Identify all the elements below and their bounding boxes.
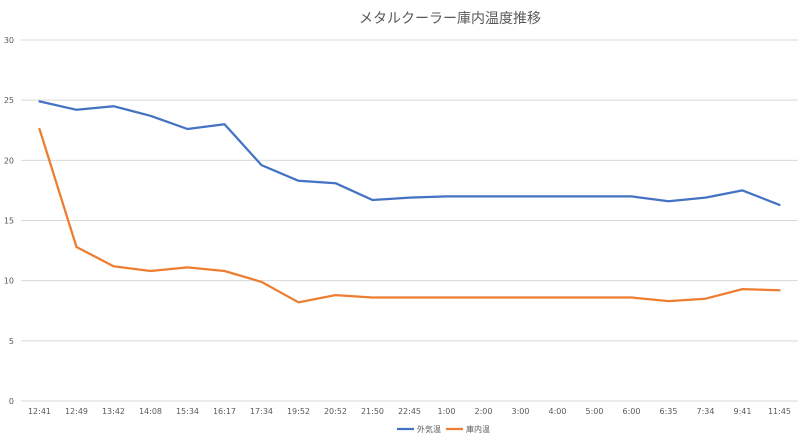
y-tick-label: 30 [4, 36, 14, 45]
gridlines [21, 39, 798, 402]
x-tick-label: 6:35 [660, 407, 678, 416]
x-tick-label: 9:41 [734, 407, 752, 416]
x-tick-label: 3:00 [512, 407, 530, 416]
x-tick-label: 1:00 [438, 407, 456, 416]
x-tick-label: 17:34 [250, 407, 273, 416]
x-tick-label: 21:50 [361, 407, 384, 416]
legend-label: 庫内温 [466, 424, 490, 434]
x-tick-label: 14:08 [139, 407, 162, 416]
y-tick-label: 5 [9, 337, 14, 346]
x-tick-label: 19:52 [287, 407, 310, 416]
y-tick-label: 25 [4, 96, 14, 105]
legend-label: 外気温 [417, 424, 441, 434]
series-line-1 [38, 127, 781, 304]
y-tick-label: 20 [4, 156, 14, 165]
y-axis-tick-labels: 0 5 10 15 20 25 30 [4, 36, 14, 406]
x-tick-label: 22:45 [398, 407, 421, 416]
x-tick-label: 15:34 [176, 407, 199, 416]
x-tick-label: 11:45 [768, 407, 791, 416]
x-tick-label: 7:34 [697, 407, 715, 416]
y-tick-label: 0 [9, 397, 14, 406]
x-axis-tick-labels: 12:41 12:49 13:42 14:08 15:34 16:17 17:34 19:52… [28, 407, 791, 416]
y-tick-label: 10 [4, 277, 14, 286]
x-tick-label: 12:41 [28, 407, 51, 416]
x-tick-label: 20:52 [324, 407, 347, 416]
y-tick-label: 15 [4, 217, 14, 226]
x-tick-label: 2:00 [475, 407, 493, 416]
chart-title: メタルクーラー庫内温度推移 [359, 10, 541, 27]
series-lines [38, 100, 781, 304]
x-tick-label: 6:00 [623, 407, 641, 416]
x-tick-label: 4:00 [549, 407, 567, 416]
x-tick-label: 5:00 [586, 407, 604, 416]
x-tick-label: 16:17 [213, 407, 236, 416]
x-tick-label: 13:42 [102, 407, 125, 416]
legend: 外気温 庫内温 [397, 424, 490, 434]
series-line-0 [38, 100, 781, 207]
x-tick-label: 12:49 [65, 407, 88, 416]
